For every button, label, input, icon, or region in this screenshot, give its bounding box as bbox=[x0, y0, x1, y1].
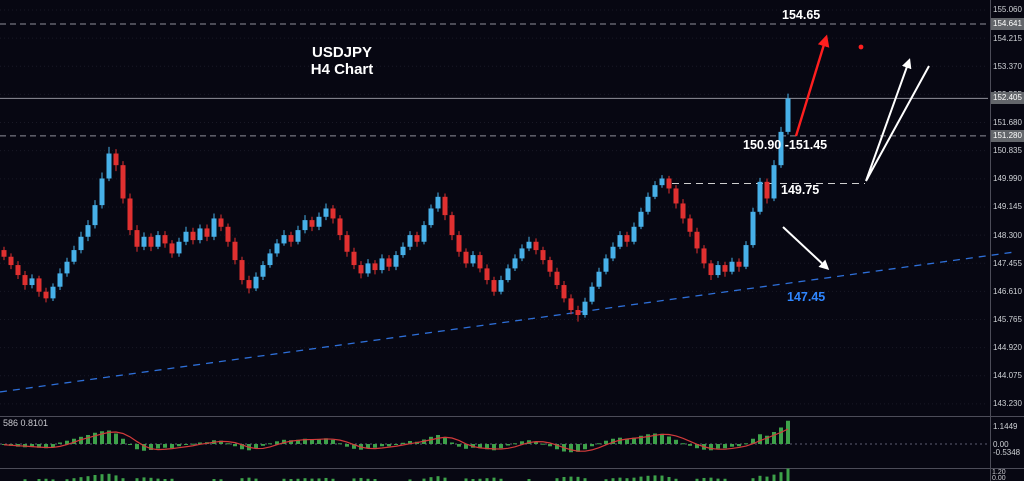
price-axis-label: 146.610 bbox=[993, 286, 1022, 296]
price-axis-label: 148.300 bbox=[993, 230, 1022, 240]
red-dot-marker[interactable] bbox=[858, 44, 864, 50]
price-axis-label: 151.680 bbox=[993, 118, 1022, 128]
chart-title: USDJPY H4 Chart bbox=[292, 44, 392, 78]
price-gridlines bbox=[0, 9, 988, 405]
annotation-breakout-level[interactable]: 149.75 bbox=[781, 183, 820, 197]
level-lines[interactable] bbox=[0, 23, 1015, 393]
ascending-trendline[interactable] bbox=[0, 251, 1015, 393]
price-axis-label: 147.455 bbox=[993, 258, 1022, 268]
bottom-strip-label-top: 1.20 bbox=[992, 469, 1006, 476]
osma-histogram bbox=[2, 420, 790, 453]
price-axis-label: 144.920 bbox=[993, 343, 1022, 353]
price-axis-label: 143.230 bbox=[993, 399, 1022, 409]
price-box-upper-level: 154.641 bbox=[991, 17, 1024, 30]
price-box-mid-level: 151.280 bbox=[991, 129, 1024, 142]
annotation-resistance-zone[interactable]: 150.90 -151.45 bbox=[743, 138, 828, 152]
chart-title-timeframe: H4 Chart bbox=[310, 61, 374, 78]
white-zigzag-arrow[interactable] bbox=[865, 58, 930, 182]
price-axis-label: 149.990 bbox=[993, 174, 1022, 184]
indicator-axis-label: 1.1449 bbox=[993, 422, 1018, 432]
indicator-axis-label: -0.5348 bbox=[993, 447, 1021, 457]
price-axis-label: 154.215 bbox=[993, 33, 1022, 43]
indicator-axis-label: 0.00 bbox=[993, 439, 1009, 449]
bottom-strip-label-bottom: 0.00 bbox=[992, 475, 1006, 481]
bottom-strip-histogram bbox=[23, 468, 790, 481]
white-pullback-arrow[interactable] bbox=[782, 226, 830, 271]
price-axis-label: 150.835 bbox=[993, 146, 1022, 156]
red-projection-arrow[interactable] bbox=[794, 34, 830, 137]
price-axis-label: 144.075 bbox=[993, 371, 1022, 381]
price-axis-label: 149.145 bbox=[993, 202, 1022, 212]
indicator-window-label: 586 0.8101 bbox=[3, 418, 49, 428]
price-box-current-price: 152.405 bbox=[991, 92, 1024, 105]
price-axis-label: 153.370 bbox=[993, 61, 1022, 71]
chart-title-symbol: USDJPY bbox=[311, 44, 373, 61]
analysis-arrows[interactable] bbox=[782, 34, 930, 271]
candlesticks bbox=[1, 93, 791, 322]
price-axis[interactable]: 155.060154.215153.370152.525151.680150.8… bbox=[990, 0, 1024, 481]
price-axis-label: 145.765 bbox=[993, 315, 1022, 324]
indicator-axis[interactable]: 1.1449 0.00 -0.5348 bbox=[990, 0, 1024, 481]
annotation-target-price[interactable]: 154.65 bbox=[782, 8, 821, 22]
price-axis-label: 155.060 bbox=[993, 5, 1022, 15]
annotation-trendline-level[interactable]: 147.45 bbox=[787, 290, 826, 304]
